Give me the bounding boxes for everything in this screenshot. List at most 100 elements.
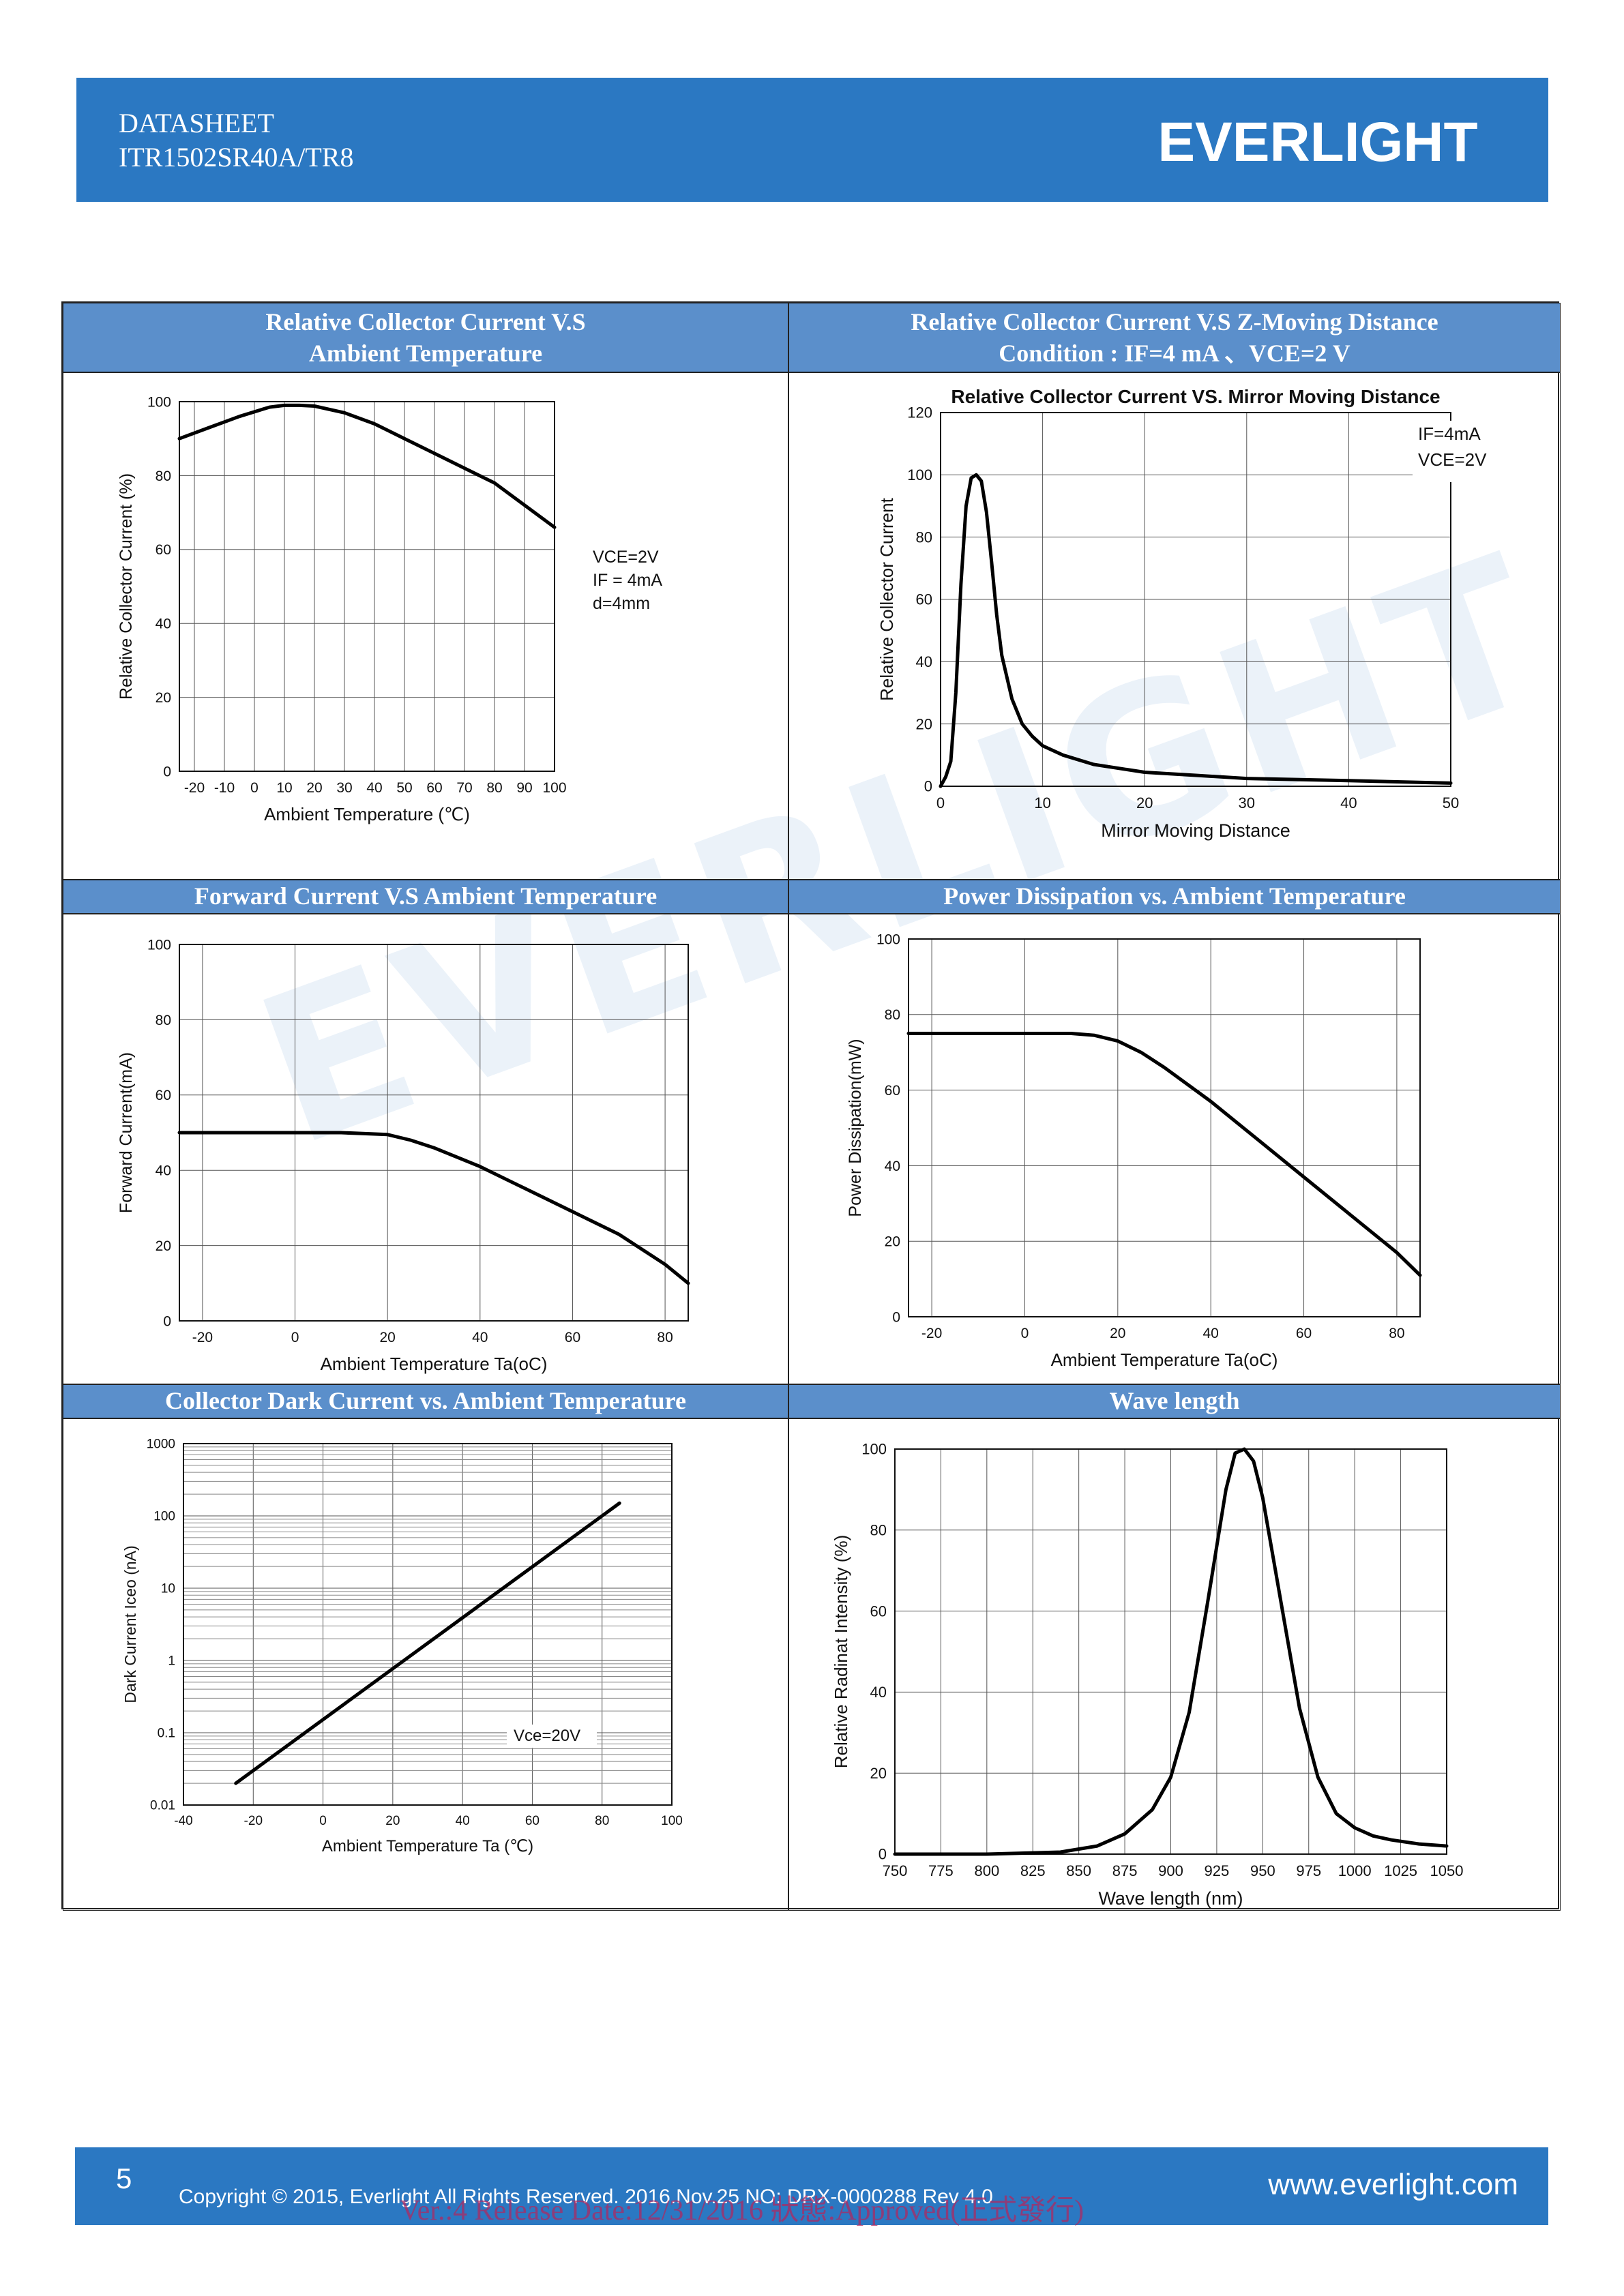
everlight-logo: EVERLIGHT (1157, 111, 1477, 173)
panel-title: Relative Collector Current V.S Z-Moving … (789, 303, 1560, 373)
panel-dark-current-temperature: Collector Dark Current vs. Ambient Tempe… (63, 1384, 788, 1911)
x-tick-label: 1025 (1384, 1862, 1417, 1879)
y-tick-label: 100 (876, 931, 900, 947)
chart-wavelength-spectrum: 750 775 800 825 850 875 900 925 950 975 1000 1025 10… (831, 1441, 1463, 1909)
page-number: 5 (116, 2162, 132, 2194)
y-tick-label: 80 (870, 1522, 887, 1539)
x-tick-label: 850 (1066, 1862, 1091, 1879)
y-tick-label: 0.1 (158, 1727, 175, 1741)
x-axis-label: Ambient Temperature Ta (℃) (322, 1837, 533, 1855)
y-tick-label: 0 (892, 1309, 900, 1325)
y-tick-label: 10 (161, 1582, 175, 1596)
panel-relative-current-temperature: Relative Collector Current V.S Ambient T… (63, 303, 788, 880)
x-tick-label: 20 (385, 1814, 400, 1828)
x-axis-label: Mirror Moving Distance (1101, 820, 1290, 841)
panel-forward-current-temperature: Forward Current V.S Ambient Temperature … (63, 880, 788, 1384)
y-tick-label: 40 (156, 1163, 171, 1179)
y-tick-label: 100 (147, 937, 171, 953)
x-tick-label: 975 (1296, 1862, 1321, 1879)
data-series-line (939, 473, 1453, 788)
logo-text: EVERLIGHT (1157, 111, 1477, 173)
x-axis-label: Wave length (nm) (1098, 1888, 1243, 1909)
x-tick-label: 40 (366, 780, 382, 796)
x-tick-label: 60 (426, 780, 442, 796)
annotation-box (1413, 421, 1501, 482)
y-tick-label: 1 (168, 1654, 175, 1669)
y-axis-label: Power Dissipation(mW) (846, 1039, 865, 1217)
x-tick-label: 10 (276, 780, 292, 796)
y-tick-label: 60 (885, 1083, 900, 1099)
y-tick-label: 0 (879, 1846, 887, 1863)
annotation-box (586, 543, 668, 618)
x-tick-label: 60 (1296, 1326, 1312, 1341)
y-tick-label: 120 (907, 404, 932, 421)
x-tick-label: -20 (192, 1330, 213, 1345)
y-tick-label: 100 (153, 1510, 175, 1524)
x-tick-label: 875 (1112, 1862, 1138, 1879)
x-tick-label: 750 (883, 1862, 908, 1879)
chart-power-dissipation-vs-temperature: -20 0 20 40 60 80 0 20 40 60 80 100 Ambient Temperat… (846, 931, 1422, 1370)
y-tick-label: 60 (156, 1088, 171, 1103)
chart-annotation: IF=4mA (1418, 423, 1481, 444)
y-tick-label: 80 (156, 1013, 171, 1028)
x-tick-label: 0 (936, 794, 945, 811)
x-tick-label: 40 (472, 1330, 488, 1345)
x-tick-label: 70 (456, 780, 472, 796)
y-axis-label: Relative Collector Current (876, 497, 897, 700)
panel-title-line: Relative Collector Current V.S (265, 308, 586, 336)
chart-annotation: d=4mm (593, 594, 650, 613)
y-tick-label: 60 (916, 591, 932, 608)
panel-title-line: Power Dissipation vs. Ambient Temperatur… (943, 882, 1406, 910)
panel-relative-current-distance: Relative Collector Current V.S Z-Moving … (788, 303, 1561, 880)
y-tick-label: 100 (147, 394, 171, 410)
x-tick-label: -10 (214, 780, 235, 796)
panel-title-line: Wave length (1109, 1387, 1240, 1414)
y-tick-label: 100 (861, 1441, 887, 1458)
y-axis-label: Forward Current(mA) (117, 1052, 136, 1213)
data-series-line (906, 1032, 1422, 1277)
y-tick-label: 20 (870, 1765, 887, 1782)
header-text: DATASHEET ITR1502SR40A/TR8 (119, 106, 353, 175)
y-tick-label: 20 (885, 1234, 900, 1250)
x-tick-label: 60 (525, 1814, 540, 1828)
x-axis-label: Ambient Temperature Ta(oC) (1051, 1350, 1278, 1370)
x-tick-label: 20 (306, 780, 322, 796)
x-tick-label: 80 (595, 1814, 609, 1828)
x-tick-label: -40 (174, 1814, 192, 1828)
panel-title-line: Ambient Temperature (308, 340, 543, 367)
page-header: DATASHEET ITR1502SR40A/TR8 EVERLIGHT (76, 78, 1548, 202)
plot-frame (894, 1448, 1447, 1855)
x-tick-label: 90 (516, 780, 532, 796)
panel-title: Power Dissipation vs. Ambient Temperatur… (789, 880, 1560, 914)
x-tick-label: 80 (1389, 1326, 1404, 1341)
chart-forward-current-vs-temperature: -20 0 20 40 60 80 0 20 40 60 80 100 Ambient Temperat… (117, 937, 690, 1374)
data-series-line (234, 1501, 621, 1785)
y-tick-label: 0 (163, 764, 171, 779)
y-tick-label: 40 (156, 616, 171, 632)
panel-power-dissipation-temperature: Power Dissipation vs. Ambient Temperatur… (788, 880, 1561, 1384)
chart-annotation: VCE=2V (593, 548, 659, 567)
x-tick-label: 775 (928, 1862, 954, 1879)
y-tick-label: 60 (156, 542, 171, 558)
x-tick-label: 10 (1034, 794, 1050, 811)
y-axis-label: Dark Current Iceo (nA) (121, 1545, 139, 1703)
y-tick-label: 0.01 (150, 1799, 175, 1813)
data-series-line (177, 403, 557, 529)
x-tick-label: 925 (1205, 1862, 1230, 1879)
y-axis-label: Relative Radinat Intensity (%) (831, 1535, 851, 1768)
y-tick-label: 40 (870, 1684, 887, 1701)
x-tick-label: 825 (1020, 1862, 1046, 1879)
plot-frame (908, 938, 1421, 1317)
chart-relative-current-vs-temperature: -20 -10 0 10 20 30 40 50 60 70 80 90 100 0 20 40 60 80 100… (117, 394, 668, 824)
website-link[interactable]: www.everlight.com (1268, 2168, 1518, 2201)
data-series-line (177, 1131, 690, 1285)
chart-relative-current-vs-distance: 0 10 20 30 40 50 0 20 40 60 80 100 120 Mirror Moving … (876, 386, 1501, 841)
x-tick-label: 80 (486, 780, 502, 796)
data-series-line (893, 1447, 1449, 1856)
y-tick-label: 20 (156, 1238, 171, 1254)
panel-title: Collector Dark Current vs. Ambient Tempe… (63, 1385, 788, 1419)
x-tick-label: 40 (1203, 1326, 1219, 1341)
x-tick-label: 20 (1136, 794, 1153, 811)
y-tick-label: 80 (885, 1007, 900, 1023)
x-axis-label: Ambient Temperature (℃) (264, 804, 470, 824)
